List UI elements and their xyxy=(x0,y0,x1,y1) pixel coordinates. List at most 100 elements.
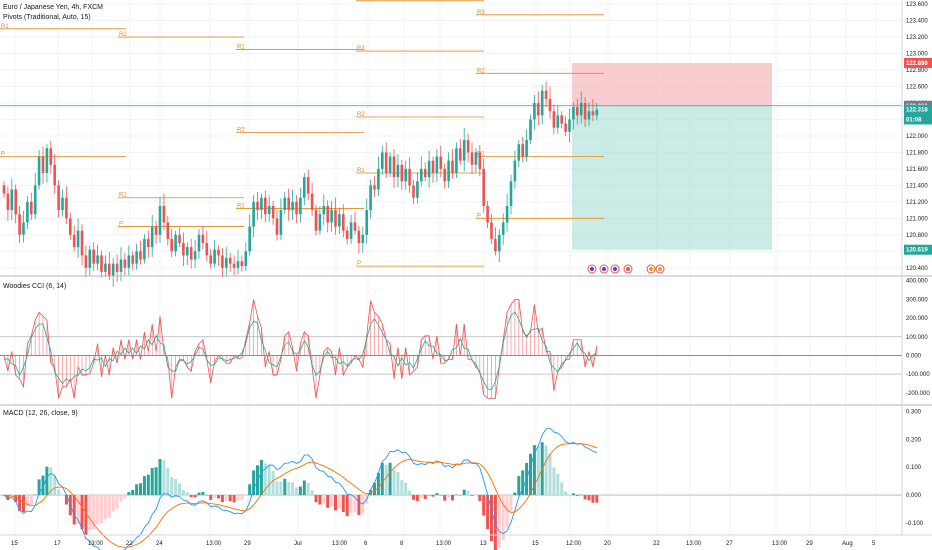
macd-histogram-bar xyxy=(111,495,115,512)
macd-histogram-bar xyxy=(571,493,575,496)
price-tag-label: 120.619 xyxy=(906,248,928,254)
macd-histogram-bar xyxy=(322,495,326,504)
event-icon[interactable] xyxy=(649,267,653,271)
cci-tick-label: 300.000 xyxy=(906,297,928,303)
event-icon[interactable] xyxy=(590,267,594,271)
time-tick-label: 8 xyxy=(400,541,404,547)
price-tick-label: 122.600 xyxy=(906,85,928,91)
candle-body xyxy=(420,168,423,182)
candle-body xyxy=(80,230,84,256)
candle-body xyxy=(427,160,431,178)
macd-histogram-bar xyxy=(170,477,174,496)
candle-body xyxy=(271,205,275,219)
macd-histogram-bar xyxy=(587,495,591,501)
candle-body xyxy=(158,205,162,235)
candle-body xyxy=(108,263,111,276)
symbol-title[interactable]: Euro / Japanese Yen, 4h, FXCM xyxy=(3,4,103,11)
candle-body xyxy=(501,222,505,235)
candle-body xyxy=(345,230,349,239)
macd-histogram-bar xyxy=(486,495,490,530)
candle-body xyxy=(498,234,501,252)
time-tick-label: 12:00 xyxy=(566,541,582,547)
macd-histogram-bar xyxy=(408,490,412,496)
time-tick-label: 13 xyxy=(480,541,487,547)
macd-histogram-bar xyxy=(400,480,404,496)
candle-body xyxy=(65,197,68,219)
macd-histogram-bar xyxy=(302,480,306,496)
cci-line xyxy=(3,299,598,399)
price-tick-label: 121.800 xyxy=(906,150,928,156)
time-tick-label: 13:00 xyxy=(206,541,222,547)
macd-histogram-bar xyxy=(259,459,263,496)
candle-body xyxy=(373,185,376,190)
cci-indicator-label[interactable]: Woodies CCI (6, 14) xyxy=(3,283,66,290)
macd-histogram-bar xyxy=(423,495,427,500)
macd-histogram-bar xyxy=(427,495,431,496)
pivot-label: R1 xyxy=(357,168,365,174)
candle-body xyxy=(57,185,60,211)
candle-body xyxy=(548,98,552,112)
candle-body xyxy=(104,263,107,272)
pivot-label: P xyxy=(357,261,361,267)
macd-histogram-bar xyxy=(443,495,447,501)
candle-body xyxy=(451,160,454,174)
macd-histogram-bar xyxy=(209,495,213,500)
price-tag xyxy=(904,104,932,115)
candle-body xyxy=(131,255,134,264)
macd-indicator-label[interactable]: MACD (12, 26, close, 9) xyxy=(3,410,78,417)
event-icon[interactable] xyxy=(602,267,606,271)
time-tick-label: 13:00 xyxy=(772,541,788,547)
macd-histogram-bar xyxy=(415,495,419,501)
macd-histogram-bar xyxy=(337,495,341,509)
macd-histogram-bar xyxy=(509,495,513,511)
pivot-label: R3 xyxy=(477,10,485,16)
candle-body xyxy=(486,205,489,223)
macd-histogram-bar xyxy=(412,495,415,500)
event-icon[interactable] xyxy=(626,267,630,271)
macd-histogram-bar xyxy=(462,489,466,496)
macd-histogram-bar xyxy=(228,495,232,502)
price-axis: 123.600 123.400 123.200 123.000 122.800 122.6… xyxy=(906,2,930,527)
event-icons[interactable] xyxy=(587,264,665,274)
macd-histogram-bar xyxy=(396,472,400,496)
macd-histogram-bar xyxy=(552,467,556,496)
candle-body xyxy=(525,140,528,157)
macd-histogram-bar xyxy=(119,495,123,502)
candle-body xyxy=(455,148,458,174)
macd-histogram-bar xyxy=(283,478,287,496)
macd-histogram-bar xyxy=(314,495,318,503)
macd-histogram-bar xyxy=(64,495,68,505)
macd-histogram-bar xyxy=(232,495,236,503)
time-tick-label: 5 xyxy=(872,541,876,547)
macd-histogram-bar xyxy=(84,495,88,535)
macd-histogram-bar xyxy=(236,495,240,501)
event-icon[interactable] xyxy=(613,267,617,271)
candle-body xyxy=(361,234,365,244)
macd-histogram-bar xyxy=(197,492,201,496)
macd-histogram-bar xyxy=(53,475,57,496)
candle-body xyxy=(150,226,154,248)
macd-histogram-bar xyxy=(18,495,22,512)
candle-body xyxy=(49,148,53,165)
macd-histogram-bar xyxy=(127,492,131,496)
candle-body xyxy=(264,197,267,215)
time-tick-label: 24 xyxy=(156,541,163,547)
pivots-indicator-label[interactable]: Pivots (Traditional, Auto, 15) xyxy=(3,14,91,21)
macd-histogram-bar xyxy=(96,495,100,524)
macd-histogram-bar xyxy=(330,495,334,507)
candle-body xyxy=(435,156,439,174)
macd-histogram-bar xyxy=(22,495,25,513)
event-icon[interactable] xyxy=(658,267,662,271)
price-tick-label: 121.600 xyxy=(906,167,928,173)
macd-histogram-bar xyxy=(439,495,443,496)
candle-body xyxy=(174,234,177,252)
candle-body xyxy=(14,189,17,215)
macd-histogram-bar xyxy=(568,494,571,496)
candle-body xyxy=(189,247,193,260)
macd-histogram-bar xyxy=(14,495,18,502)
macd-histogram-bar xyxy=(513,492,517,496)
macd-histogram-bar xyxy=(33,494,37,496)
macd-histogram-bar xyxy=(345,495,349,517)
candle-body xyxy=(96,255,99,264)
pivot-label: R1 xyxy=(237,44,245,50)
